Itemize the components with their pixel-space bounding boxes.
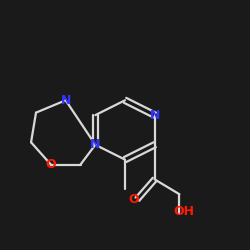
Text: OH: OH xyxy=(174,205,195,218)
Text: N: N xyxy=(90,138,101,151)
Text: N: N xyxy=(150,108,160,122)
Text: O: O xyxy=(46,158,56,171)
Text: N: N xyxy=(60,94,71,107)
Text: O: O xyxy=(128,193,139,206)
